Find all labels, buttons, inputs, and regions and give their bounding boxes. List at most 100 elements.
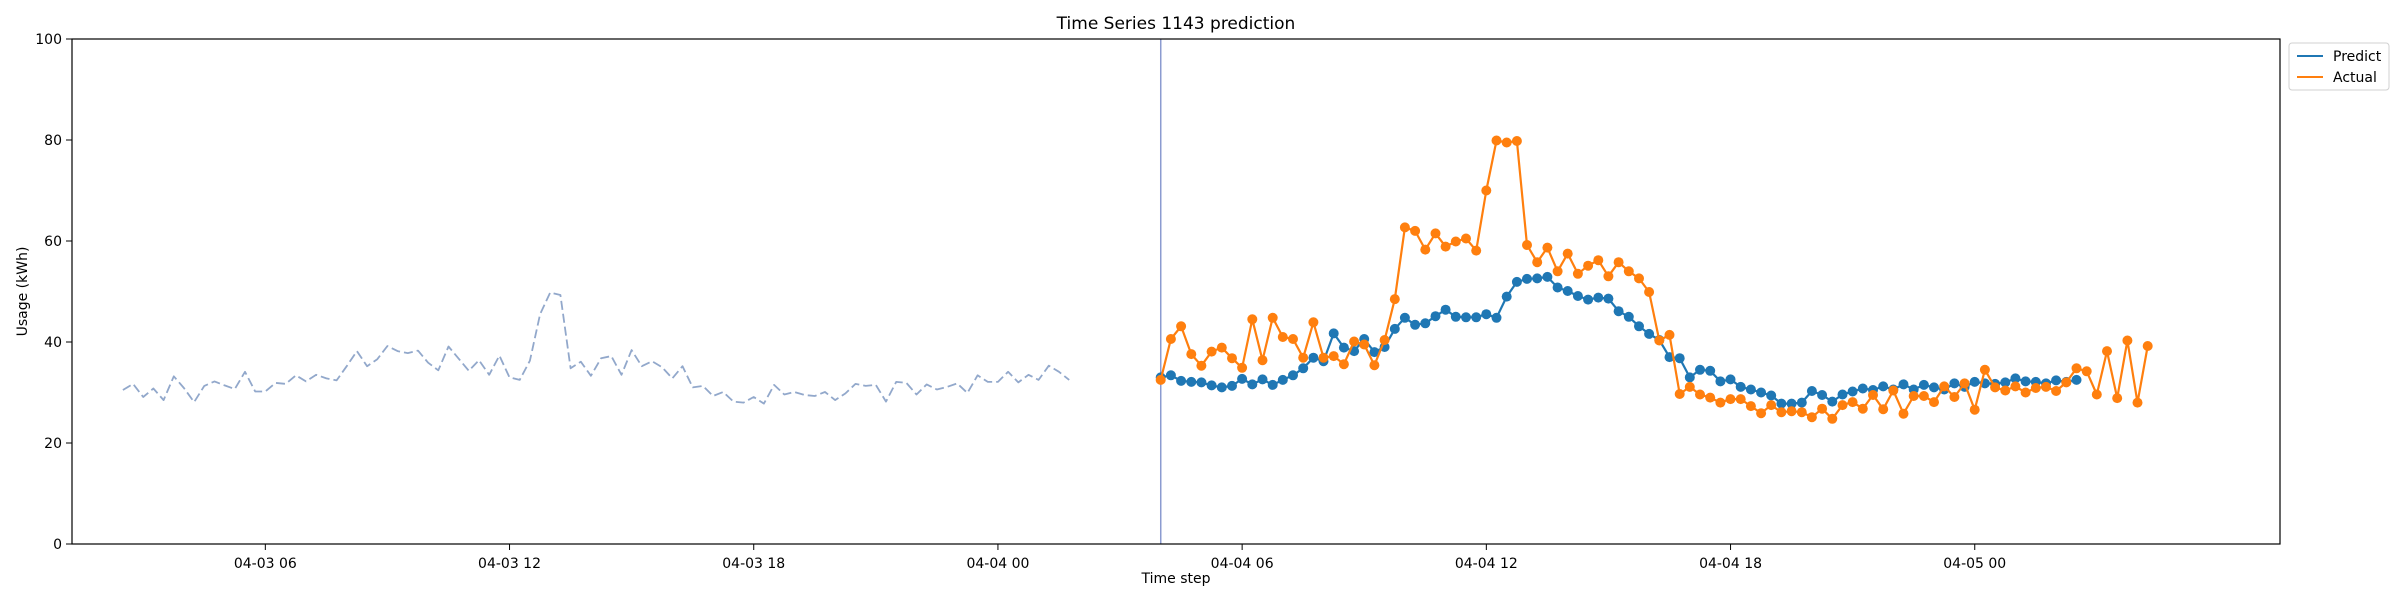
y-tick-label-5: 100	[35, 32, 62, 48]
actual-point-45	[1613, 257, 1624, 268]
predict-point-17	[1328, 328, 1339, 339]
x-tick-label-7: 04-05 00	[1943, 556, 2006, 572]
actual-point-10	[1257, 355, 1268, 366]
actual-point-69	[1857, 403, 1868, 414]
predict-point-8	[1237, 373, 1248, 384]
actual-point-48	[1644, 287, 1655, 297]
actual-point-67	[1837, 400, 1848, 411]
x-tick-label-2: 04-03 18	[722, 556, 785, 572]
predict-point-62	[1786, 398, 1797, 409]
predict-point-26	[1420, 318, 1431, 329]
actual-point-33	[1491, 135, 1502, 146]
actual-point-3	[1186, 349, 1197, 360]
actual-point-35	[1511, 136, 1522, 146]
actual-point-82	[1990, 382, 2001, 393]
actual-point-40	[1562, 248, 1573, 259]
actual-point-4	[1196, 360, 1207, 371]
actual-point-71	[1878, 404, 1889, 415]
y-axis: 0 20 40 60 80 100	[35, 32, 72, 553]
predict-point-2	[1176, 375, 1187, 386]
predict-point-68	[1847, 386, 1858, 397]
actual-point-59	[1756, 408, 1767, 419]
actual-point-93	[2102, 346, 2112, 357]
predict-point-21	[1369, 347, 1380, 358]
actual-point-63	[1796, 407, 1807, 418]
actual-point-89	[2061, 377, 2072, 388]
predict-point-4	[1196, 377, 1207, 388]
actual-point-56	[1725, 394, 1736, 405]
actual-point-18	[1338, 359, 1349, 370]
actual-point-27	[1430, 228, 1441, 239]
predict-point-12	[1277, 374, 1288, 385]
actual-point-54	[1705, 392, 1716, 403]
predict-point-31	[1471, 312, 1482, 323]
actual-point-30	[1461, 233, 1471, 244]
actual-point-19	[1349, 336, 1360, 347]
predict-point-44	[1603, 293, 1614, 304]
predict-point-69	[1857, 383, 1868, 394]
predict-point-30	[1461, 312, 1471, 323]
actual-point-36	[1522, 240, 1532, 250]
actual-point-96	[2132, 397, 2143, 408]
legend: Predict Actual	[2288, 42, 2390, 91]
predict-point-34	[1501, 291, 1512, 302]
predict-point-66	[1827, 396, 1838, 407]
predict-point-6	[1216, 382, 1227, 393]
predict-point-80	[1969, 376, 1980, 387]
actual-point-32	[1481, 185, 1492, 196]
actual-point-12	[1277, 332, 1288, 342]
predict-point-42	[1583, 294, 1594, 305]
predict-point-3	[1186, 376, 1197, 387]
predict-point-46	[1623, 311, 1634, 322]
predict-point-29	[1450, 311, 1461, 322]
predict-point-67	[1837, 389, 1848, 400]
actual-point-15	[1308, 317, 1319, 328]
actual-series-line	[1159, 139, 2149, 420]
actual-point-87	[2041, 381, 2051, 392]
actual-point-73	[1898, 408, 1909, 419]
actual-point-75	[1918, 391, 1929, 401]
actual-point-14	[1298, 352, 1309, 363]
actual-point-51	[1674, 389, 1685, 399]
actual-point-1	[1165, 334, 1176, 344]
actual-point-91	[2081, 366, 2092, 377]
predict-point-55	[1715, 376, 1726, 387]
predict-point-10	[1257, 374, 1268, 385]
y-tick-label-0: 0	[53, 537, 62, 553]
actual-point-72	[1888, 385, 1899, 396]
predict-point-39	[1552, 282, 1563, 293]
legend-predict-label: Predict	[2333, 49, 2382, 65]
predict-point-88	[2051, 375, 2062, 386]
actual-point-64	[1806, 412, 1817, 423]
predict-point-75	[1918, 379, 1929, 390]
predict-point-54	[1705, 365, 1716, 376]
predict-point-73	[1898, 379, 1909, 390]
actual-point-50	[1664, 329, 1675, 340]
x-tick-label-3: 04-04 00	[966, 556, 1029, 572]
actual-point-88	[2051, 386, 2062, 396]
actual-point-23	[1389, 294, 1400, 305]
predict-point-14	[1298, 363, 1309, 374]
predict-point-52	[1684, 372, 1695, 383]
actual-point-79	[1959, 378, 1970, 389]
actual-point-81	[1979, 364, 1990, 375]
actual-point-94	[2112, 393, 2123, 404]
predict-point-57	[1735, 381, 1746, 392]
predict-point-37	[1532, 273, 1543, 284]
x-tick-label-6: 04-04 18	[1699, 556, 1762, 572]
predict-point-43	[1593, 292, 1604, 303]
actual-point-46	[1623, 266, 1634, 277]
predict-point-5	[1206, 380, 1217, 391]
predict-point-7	[1227, 380, 1237, 391]
actual-point-74	[1908, 391, 1919, 401]
actual-point-17	[1328, 351, 1339, 362]
predict-point-9	[1247, 379, 1258, 390]
predict-point-1	[1165, 370, 1176, 381]
predict-point-47	[1634, 321, 1644, 332]
predict-point-48	[1644, 328, 1655, 339]
predict-point-59	[1756, 387, 1767, 398]
predict-point-25	[1410, 319, 1421, 330]
actual-point-80	[1969, 404, 1980, 415]
actual-point-34	[1501, 137, 1512, 148]
